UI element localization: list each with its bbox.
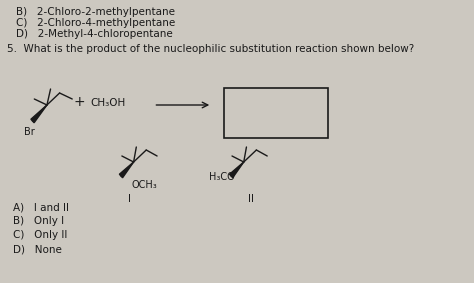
Text: OCH₃: OCH₃ bbox=[132, 180, 157, 190]
Text: C)   2-Chloro-4-methylpentane: C) 2-Chloro-4-methylpentane bbox=[16, 18, 175, 28]
Text: H₃CO: H₃CO bbox=[210, 172, 235, 182]
Text: I: I bbox=[128, 194, 131, 204]
Text: +: + bbox=[73, 95, 85, 109]
Text: D)   2-Methyl-4-chloropentane: D) 2-Methyl-4-chloropentane bbox=[16, 29, 173, 39]
Text: B)   2-Chloro-2-methylpentane: B) 2-Chloro-2-methylpentane bbox=[16, 7, 175, 17]
Text: 5.  What is the product of the nucleophilic substitution reaction shown below?: 5. What is the product of the nucleophil… bbox=[7, 44, 414, 54]
Polygon shape bbox=[229, 162, 244, 178]
Text: CH₃OH: CH₃OH bbox=[90, 98, 126, 108]
Bar bbox=[224, 88, 328, 138]
Text: A)   I and II: A) I and II bbox=[13, 202, 69, 212]
Polygon shape bbox=[119, 162, 134, 178]
Text: Br: Br bbox=[24, 127, 34, 137]
Text: C)   Only II: C) Only II bbox=[13, 230, 67, 240]
Text: B)   Only I: B) Only I bbox=[13, 216, 64, 226]
Polygon shape bbox=[31, 105, 47, 123]
Text: D)   None: D) None bbox=[13, 244, 62, 254]
Text: II: II bbox=[248, 194, 254, 204]
